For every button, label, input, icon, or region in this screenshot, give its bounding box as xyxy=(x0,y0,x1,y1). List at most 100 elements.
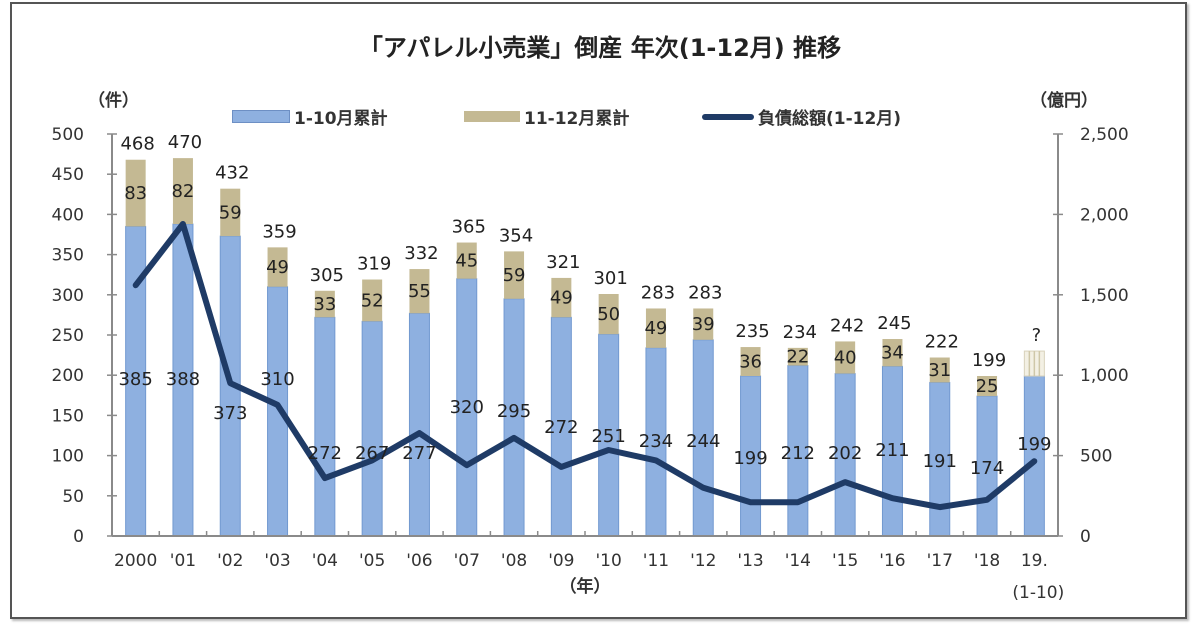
bar-nov-dec xyxy=(740,347,761,377)
legend-swatch-line xyxy=(702,113,754,120)
label-nov-dec: 25 xyxy=(976,376,999,397)
label-jan-oct: 388 xyxy=(166,369,200,390)
label-jan-oct: 174 xyxy=(970,458,1004,479)
label-total: 470 xyxy=(168,132,202,153)
label-jan-oct: 199 xyxy=(1017,434,1051,455)
bar-nov-dec xyxy=(645,308,666,348)
x-axis-tick-label: '17 xyxy=(927,551,953,571)
label-total: 245 xyxy=(877,313,911,334)
bar-nov-dec xyxy=(362,279,383,322)
x-axis-tick-label: '02 xyxy=(217,551,243,571)
label-nov-dec: 55 xyxy=(408,281,431,302)
legend-item-jan-oct: 1-10月累計 xyxy=(232,104,388,129)
labels-layer: 468 83 470 82 432 59 359 49 305 33 319 52 332 55 365 45… xyxy=(118,132,1051,479)
legend-item-liabilities: 負債総額(1-12月) xyxy=(702,104,901,129)
x-axis-tick-label: '11 xyxy=(643,551,669,571)
legend-swatch-blue xyxy=(232,110,290,123)
left-axis-tick-label: 50 xyxy=(62,487,84,507)
left-axis-tick-label: 250 xyxy=(52,326,84,346)
x-axis-tick-label: '09 xyxy=(548,551,574,571)
label-jan-oct: 212 xyxy=(781,443,815,464)
legend-label: 11-12月累計 xyxy=(524,109,630,129)
label-nov-dec: 34 xyxy=(881,343,904,364)
x-axis-tick-label: '10 xyxy=(595,551,621,571)
x-axis-tick-label: '05 xyxy=(359,551,385,571)
x-axis-tick-label: '13 xyxy=(737,551,763,571)
label-jan-oct: 191 xyxy=(923,451,957,472)
right-axis-tick-label: 2,000 xyxy=(1080,205,1129,225)
label-total: 468 xyxy=(120,134,154,155)
left-axis-tick-label: 150 xyxy=(52,406,84,426)
line-layer xyxy=(132,221,1038,511)
label-jan-oct: 277 xyxy=(402,443,436,464)
label-nov-dec: 39 xyxy=(692,314,715,335)
label-jan-oct: 320 xyxy=(450,397,484,418)
x-axis-tick-label: '08 xyxy=(501,551,527,571)
label-jan-oct: 267 xyxy=(355,443,389,464)
label-nov-dec: 49 xyxy=(644,318,667,339)
left-axis-tick-label: 500 xyxy=(52,125,84,145)
label-total: 242 xyxy=(830,315,864,336)
legend-item-nov-dec: 11-12月累計 xyxy=(464,104,629,129)
label-nov-dec: 49 xyxy=(550,288,573,309)
label-jan-oct: 272 xyxy=(308,443,342,464)
bar-nov-dec xyxy=(787,347,808,366)
label-total: 283 xyxy=(641,282,675,303)
label-total: 301 xyxy=(593,268,627,289)
left-axis-unit: （件） xyxy=(88,91,139,111)
bar-jan-oct xyxy=(408,312,430,537)
label-jan-oct: 373 xyxy=(213,403,247,424)
right-axis-tick-label: 500 xyxy=(1080,447,1112,467)
chart-title: 「アパレル小売業」倒産 年次(1-12月) 推移 xyxy=(358,34,842,62)
label-jan-oct: 295 xyxy=(497,401,531,422)
bars-layer xyxy=(125,158,1045,537)
x-axis-tick-label: '06 xyxy=(406,551,432,571)
label-total: 321 xyxy=(546,252,580,273)
label-jan-oct: 202 xyxy=(828,443,862,464)
label-total: 305 xyxy=(310,265,344,286)
x-axis-tick-label: '12 xyxy=(690,551,716,571)
label-jan-oct: 272 xyxy=(544,417,578,438)
legend-label: 負債総額(1-12月) xyxy=(758,109,902,129)
left-axis-tick-label: 400 xyxy=(52,205,84,225)
label-nov-dec: 59 xyxy=(503,265,526,286)
axes-layer: 0 50 100 150 200 250 300 350 400 450 500 0 500 1,000 1… xyxy=(52,125,1129,603)
label-total: 222 xyxy=(925,332,959,353)
right-axis-unit: （億円） xyxy=(1030,91,1098,111)
x-axis-tick-label: 2000 xyxy=(114,551,157,571)
label-jan-oct: 199 xyxy=(733,448,767,469)
left-axis-tick-label: 300 xyxy=(52,286,84,306)
x-axis-title: （年） xyxy=(560,576,611,597)
bar-nov-dec xyxy=(882,339,903,367)
legend-swatch-tan xyxy=(464,111,520,122)
x-axis-tick-label: '04 xyxy=(312,551,338,571)
bar-nov-dec xyxy=(220,188,241,237)
label-nov-dec: 50 xyxy=(597,304,620,325)
bar-nov-dec xyxy=(977,376,998,397)
bar-nov-dec xyxy=(267,247,288,287)
left-axis-tick-label: 0 xyxy=(73,527,84,547)
x-axis-tick-label: 19. xyxy=(1021,551,1048,571)
legend-label: 1-10月累計 xyxy=(294,109,388,129)
label-total: 235 xyxy=(735,321,769,342)
x-axis-tick-label: '01 xyxy=(170,551,196,571)
right-axis-tick-label: 0 xyxy=(1080,527,1091,547)
label-total: 354 xyxy=(499,225,533,246)
label-total: 234 xyxy=(783,322,817,343)
right-axis-tick-label: 1,000 xyxy=(1080,366,1129,386)
line-liabilities xyxy=(132,221,1038,511)
label-nov-dec: 31 xyxy=(928,360,951,381)
left-axis-tick-label: 200 xyxy=(52,366,84,386)
label-total: ? xyxy=(1032,325,1042,346)
label-total: 319 xyxy=(357,254,391,275)
label-jan-oct: 211 xyxy=(875,440,909,461)
x-axis-tick-label: '03 xyxy=(264,551,290,571)
label-nov-dec: 33 xyxy=(313,294,336,315)
label-nov-dec: 36 xyxy=(739,352,762,373)
bar-nov-dec xyxy=(929,357,950,383)
bar-jan-oct xyxy=(361,320,383,537)
bar-nov-dec xyxy=(504,251,525,299)
label-nov-dec: 83 xyxy=(124,183,147,204)
bar-nov-dec xyxy=(551,277,572,318)
